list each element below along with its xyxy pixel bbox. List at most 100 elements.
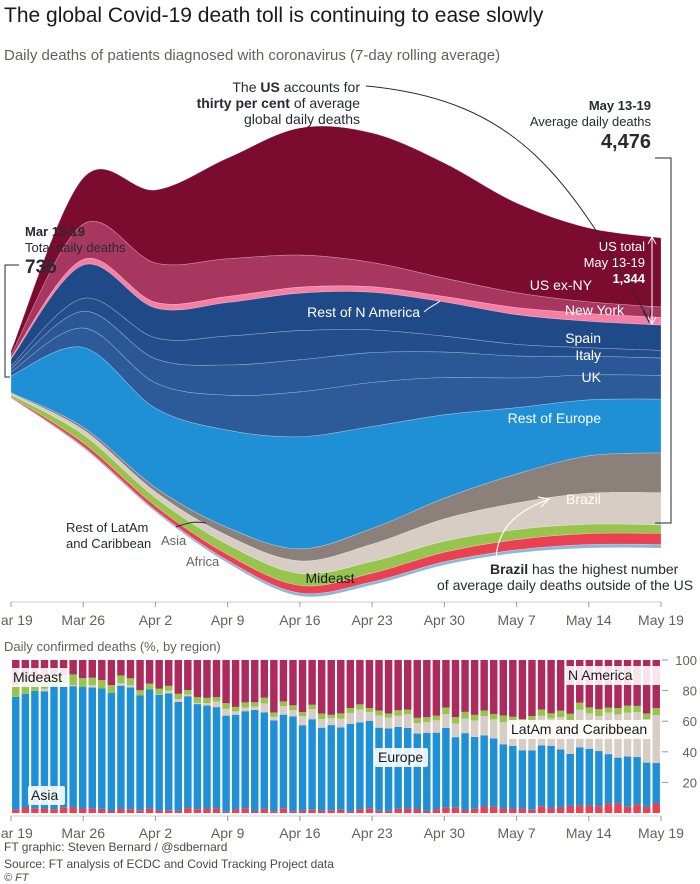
bar-segment-asia: [232, 809, 239, 813]
bar-segment-latam-and-caribbean: [213, 702, 220, 708]
bar-segment-latam-and-caribbean: [461, 718, 468, 733]
bar-segment-n-america: [289, 660, 296, 705]
bar-segment-mideast: [308, 705, 315, 709]
bar-segment-mideast: [576, 703, 583, 710]
bar-segment-europe: [414, 734, 421, 809]
bar-segment-asia: [289, 811, 296, 813]
bar-segment-latam-and-caribbean: [394, 716, 401, 727]
bar-segment-mideast: [89, 678, 96, 685]
bar-segment-mideast: [452, 717, 459, 723]
bar-segment-mideast: [98, 680, 105, 688]
bar-segment-n-america: [69, 660, 76, 674]
bar-segment-n-america: [528, 660, 535, 716]
bar-segment-mideast: [375, 711, 382, 716]
bar-segment-asia: [547, 808, 554, 813]
stream-x-tick-label: Apr 9: [211, 612, 245, 628]
bar-segment-europe: [595, 751, 602, 806]
bar-segment-asia: [12, 810, 19, 813]
bar-segment-asia: [98, 809, 105, 813]
bar-segment-n-america: [251, 660, 258, 702]
bar-segment-asia: [337, 810, 344, 813]
bar-segment-asia: [146, 809, 153, 813]
bar-segment-latam-and-caribbean: [270, 717, 277, 721]
bar-segment-n-america: [184, 660, 191, 690]
bar-segment-asia: [490, 807, 497, 813]
bar-segment-n-america: [127, 660, 134, 678]
bar-segment-mideast: [299, 712, 306, 716]
bar-segment-n-america: [547, 660, 554, 713]
bar-segment-n-america: [356, 660, 363, 704]
label-us-ex-ny: US ex-NY: [530, 277, 593, 293]
bar-segment-n-america: [136, 660, 143, 690]
stream-x-tick-label: Mar 19: [0, 612, 33, 628]
bar-segment-europe: [299, 725, 306, 810]
bar-x-tick-label: Mar 26: [61, 825, 105, 841]
bar-segment-latam-and-caribbean: [375, 715, 382, 727]
right-total-date: May 13-19: [589, 98, 651, 113]
us-share-bold-us: US: [260, 79, 279, 95]
bar-segment-mideast: [652, 708, 659, 715]
bar-segment-asia: [586, 805, 593, 813]
bar-segment-asia: [318, 810, 325, 813]
bar-segment-europe: [136, 695, 143, 810]
bar-segment-n-america: [146, 660, 153, 684]
bar-segment-latam-and-caribbean: [289, 710, 296, 716]
bar-segment-n-america: [500, 660, 507, 716]
bar-segment-asia: [280, 808, 287, 813]
bar-segment-mideast: [442, 707, 449, 714]
bar-segment-mideast: [586, 707, 593, 713]
bar-segment-europe: [519, 750, 526, 808]
bar-segment-latam-and-caribbean: [452, 723, 459, 737]
bar-segment-n-america: [461, 660, 468, 712]
bar-segment-asia: [127, 809, 134, 813]
bar-segment-asia: [366, 808, 373, 813]
bar-segment-n-america: [241, 660, 248, 702]
bar-segment-n-america: [318, 660, 325, 714]
bar-segment-n-america: [480, 660, 487, 710]
bar-segment-europe: [557, 749, 564, 807]
bar-segment-europe: [261, 712, 268, 809]
bar-segment-mideast: [155, 689, 162, 694]
bar-segment-europe: [433, 733, 440, 809]
bar-x-tick-label: Apr 30: [424, 825, 465, 841]
bar-segment-latam-and-caribbean: [261, 703, 268, 712]
bar-segment-mideast: [356, 704, 363, 709]
bar-segment-latam-and-caribbean: [222, 709, 229, 716]
bar-segment-mideast: [394, 710, 401, 715]
bar-segment-asia: [480, 807, 487, 813]
bar-label-europe: Europe: [378, 749, 423, 765]
bar-segment-latam-and-caribbean: [299, 716, 306, 725]
bar-segment-europe: [98, 688, 105, 809]
bar-segment-n-america: [337, 660, 344, 713]
stream-x-tick-label: Apr 2: [139, 612, 173, 628]
label-rest-n-america: Rest of N America: [307, 304, 420, 320]
bar-segment-latam-and-caribbean: [480, 716, 487, 735]
bar-segment-asia: [79, 808, 86, 813]
bar-y-tick-label: 60: [683, 714, 697, 729]
bar-segment-mideast: [165, 686, 172, 691]
bar-segment-europe: [241, 711, 248, 808]
bar-segment-asia: [605, 804, 612, 813]
brazil-note-bold: Brazil: [490, 561, 528, 577]
bar-segment-latam-and-caribbean: [318, 719, 325, 727]
label-rest-latam-1: Rest of LatAm: [66, 520, 148, 535]
bar-segment-asia: [50, 809, 57, 813]
bar-segment-n-america: [270, 660, 277, 712]
label-rest-europe: Rest of Europe: [508, 410, 602, 426]
bar-segment-n-america: [490, 660, 497, 714]
bar-segment-europe: [89, 688, 96, 809]
bar-segment-asia: [652, 803, 659, 813]
bar-segment-asia: [270, 811, 277, 813]
brazil-note-rest: has the highest number: [528, 561, 679, 577]
bar-segment-europe: [251, 710, 258, 811]
bar-segment-europe: [538, 745, 545, 806]
bar-segment-asia: [566, 806, 573, 813]
bar-segment-latam-and-caribbean: [356, 710, 363, 723]
bar-segment-europe: [528, 750, 535, 809]
bar-segment-mideast: [175, 694, 182, 699]
bar-segment-asia: [595, 806, 602, 813]
bar-segment-europe: [327, 725, 334, 810]
bar-segment-europe: [375, 728, 382, 811]
bar-segment-asia: [423, 811, 430, 813]
